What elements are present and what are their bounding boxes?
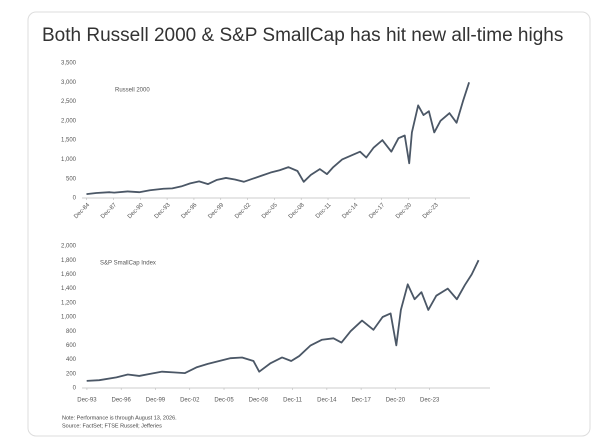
- line-series: [86, 259, 480, 382]
- x-tick-label: Dec-20: [386, 398, 406, 404]
- x-tick-label: Dec-99: [146, 398, 166, 404]
- y-tick-label: 1,800: [61, 258, 77, 264]
- series-label: Russell 2000: [115, 88, 150, 94]
- y-tick-label: 0: [73, 196, 77, 202]
- card: [27, 11, 591, 437]
- x-tick-label: Dec-93: [77, 398, 97, 404]
- y-tick-label: 3,500: [61, 61, 77, 67]
- y-tick-label: 1,000: [61, 157, 77, 163]
- y-tick-label: 1,500: [61, 138, 77, 144]
- x-tick-label: Dec-11: [283, 398, 303, 404]
- y-tick-label: 2,500: [61, 99, 77, 105]
- y-tick-label: 500: [66, 176, 77, 182]
- y-tick-label: 600: [66, 343, 77, 349]
- series-label: S&P SmallCap Index: [100, 261, 156, 267]
- y-tick-label: 3,000: [61, 80, 77, 86]
- x-tick-label: Dec-17: [351, 398, 371, 404]
- y-tick-label: 2,000: [61, 118, 77, 124]
- x-tick-label: Dec-14: [317, 398, 337, 404]
- y-tick-label: 0: [73, 386, 77, 392]
- x-tick-label: Dec-05: [214, 398, 234, 404]
- y-tick-label: 800: [66, 329, 77, 335]
- note: Note: Performance is through August 13, …: [62, 415, 177, 421]
- source: Source: FactSet; FTSE Russell; Jefferies: [62, 423, 162, 429]
- x-tick-label: Dec-23: [420, 398, 440, 404]
- x-tick-label: Dec-02: [180, 398, 200, 404]
- x-tick-label: Dec-96: [112, 398, 132, 404]
- y-tick-label: 200: [66, 371, 77, 377]
- y-tick-label: 1,600: [61, 272, 77, 278]
- y-tick-label: 1,400: [61, 286, 77, 292]
- y-tick-label: 1,200: [61, 300, 77, 306]
- x-tick-label: Dec-08: [249, 398, 269, 404]
- y-tick-label: 1,000: [61, 315, 77, 321]
- y-tick-label: 400: [66, 357, 77, 363]
- line-series: [86, 82, 470, 196]
- chart-title: Both Russell 2000 & S&P SmallCap has hit…: [42, 25, 563, 46]
- y-tick-label: 2,000: [61, 244, 77, 250]
